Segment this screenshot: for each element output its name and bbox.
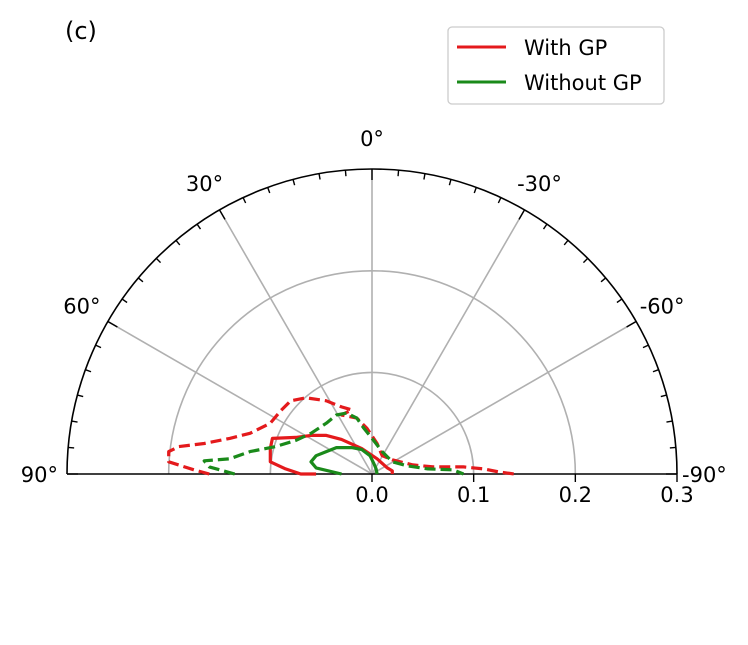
theta-tick--45 (582, 257, 589, 264)
series-without-gp-solid (309, 446, 379, 476)
theta-tick-70 (85, 369, 92, 373)
theta-tick--55 (616, 298, 623, 304)
r-label-2: 0.2 (559, 483, 592, 507)
theta-tick-75 (77, 394, 84, 398)
theta-tick--80 (666, 420, 673, 423)
theta-label-6: -90° (682, 463, 727, 487)
theta-tick--15 (448, 179, 452, 186)
theta-tick--25 (497, 197, 502, 204)
grid-spoke-1 (107, 320, 373, 475)
theta-label-0: 90° (21, 463, 58, 487)
theta-tick--50 (600, 277, 607, 283)
theta-tick-15 (292, 179, 296, 186)
r-label-1: 0.1 (457, 483, 490, 507)
legend: With GP Without GP (447, 26, 665, 105)
theta-tick-80 (71, 420, 78, 423)
theta-tick-10 (318, 173, 321, 180)
r-label-0: 0.0 (355, 483, 388, 507)
theta-tick-50 (137, 277, 144, 283)
theta-tick--60 (626, 320, 637, 328)
theta-label-3: 0° (360, 127, 384, 151)
grid-spoke-5 (371, 320, 637, 475)
theta-tick-25 (242, 197, 247, 204)
theta-label-4: -30° (517, 172, 562, 196)
theta-tick-55 (121, 298, 128, 304)
axis-labels: 90° 60° 30° 0° -30° -60° -90° 0.0 0.1 0.2 0.3 (21, 127, 727, 507)
polar-ticks (67, 169, 678, 482)
theta-tick-5 (344, 170, 347, 177)
theta-tick--75 (660, 394, 667, 398)
theta-tick--35 (542, 223, 548, 230)
r-label-3: 0.3 (660, 483, 693, 507)
polar-grid (66, 168, 678, 475)
theta-tick--70 (652, 369, 659, 373)
theta-tick--20 (473, 187, 477, 194)
grid-spoke-4 (371, 209, 526, 475)
theta-tick-20 (267, 187, 271, 194)
theta-tick--85 (669, 446, 676, 449)
panel-label: (c) (65, 17, 97, 45)
grid-spoke-2 (218, 209, 373, 475)
theta-tick-45 (155, 257, 162, 264)
theta-tick--30 (518, 209, 526, 220)
legend-label-without-gp: Without GP (524, 71, 642, 95)
series-with-gp-solid (268, 433, 394, 476)
theta-tick-60 (107, 320, 118, 328)
theta-tick-85 (68, 446, 75, 449)
theta-tick-40 (175, 239, 181, 246)
theta-tick--40 (563, 239, 569, 246)
series-with-gp-dashed (167, 396, 515, 476)
theta-tick--5 (397, 170, 400, 177)
theta-label-2: 30° (186, 172, 223, 196)
theta-label-5: -60° (640, 295, 685, 319)
theta-label-1: 60° (63, 295, 100, 319)
series-group (167, 396, 515, 476)
theta-tick--65 (642, 344, 649, 349)
theta-tick-30 (218, 209, 226, 220)
series-without-gp-dashed (202, 411, 465, 476)
theta-tick--10 (423, 173, 426, 180)
theta-tick-65 (95, 344, 102, 349)
legend-label-with-gp: With GP (524, 36, 607, 60)
theta-tick-35 (196, 223, 202, 230)
